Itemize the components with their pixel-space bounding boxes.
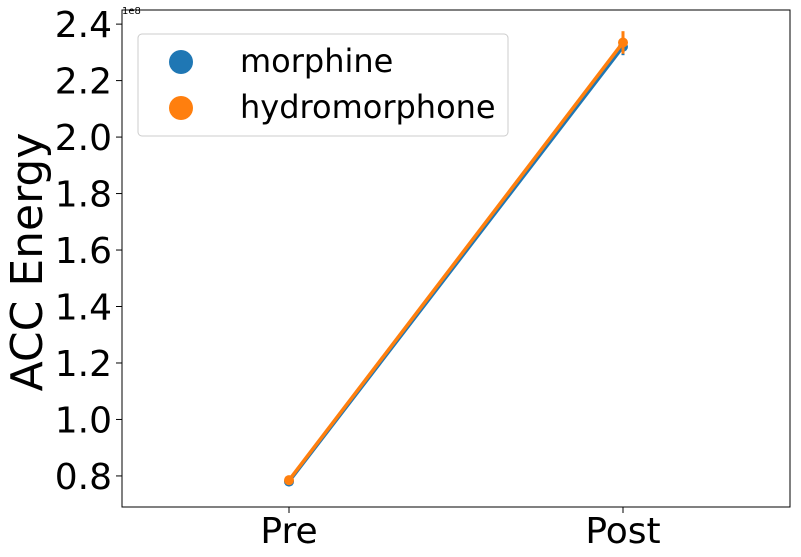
y-tick-label: 2.4 <box>55 5 112 46</box>
legend: morphine hydromorphone <box>137 33 509 137</box>
legend-marker-morphine <box>169 50 193 74</box>
y-tick-label: 1.6 <box>55 231 112 272</box>
x-tick-label: Post <box>585 511 660 552</box>
data-point-hydromorphone <box>284 475 294 486</box>
y-tick-label: 0.8 <box>55 457 112 498</box>
y-axis-label: ACC Energy <box>2 133 53 392</box>
y-tick-label: 1.2 <box>55 344 112 385</box>
x-tick-label: Pre <box>260 511 317 552</box>
series-layer <box>284 31 628 487</box>
data-point-hydromorphone <box>618 37 628 48</box>
legend-label-morphine: morphine <box>240 42 393 80</box>
y-tick-label: 1.0 <box>55 400 112 441</box>
y-offset-label: 1e8 <box>122 6 141 17</box>
y-tick-label: 2.2 <box>55 62 112 103</box>
y-tick-label: 1.8 <box>55 175 112 216</box>
legend-marker-hydromorphone <box>169 96 193 120</box>
legend-label-hydromorphone: hydromorphone <box>240 88 496 126</box>
series-line-hydromorphone <box>287 41 625 482</box>
y-tick-label: 2.0 <box>55 118 112 159</box>
x-axis: Pre Post <box>260 507 661 552</box>
legend-frame <box>137 33 509 137</box>
y-tick-label: 1.4 <box>55 288 112 329</box>
y-axis: 0.8 1.0 1.2 1.4 1.6 1.8 2.0 2.2 2.4 <box>55 5 122 498</box>
